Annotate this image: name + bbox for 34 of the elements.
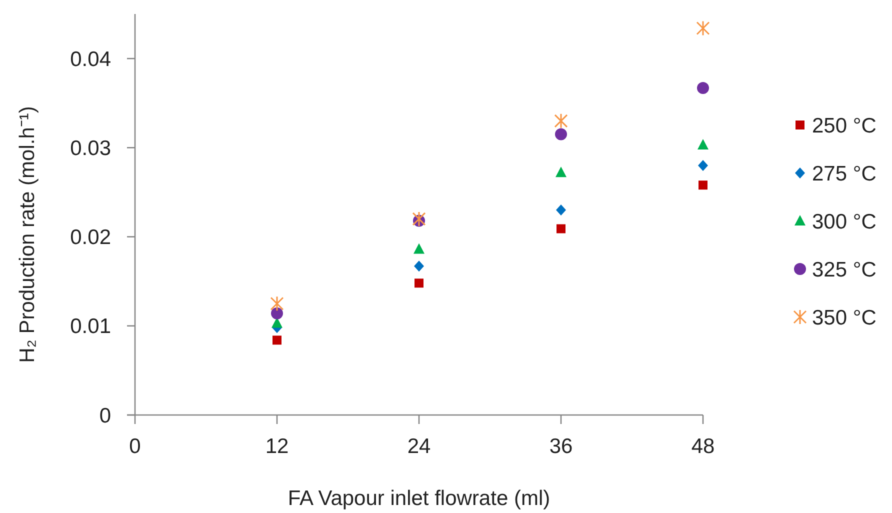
- point: [414, 243, 424, 254]
- point: [698, 138, 708, 150]
- y-tick-label: 0.02: [70, 226, 111, 250]
- y-tick-label: 0.03: [70, 137, 111, 160]
- point: [556, 224, 566, 234]
- x-tick-label: 12: [265, 435, 289, 458]
- y-tick-label: 0: [99, 404, 111, 428]
- point: [414, 260, 424, 272]
- point: [556, 166, 566, 178]
- legend-label: 300 °C: [812, 210, 876, 234]
- legend-label: 325 °C: [812, 258, 876, 282]
- y-axis-title: H₂ Production rate (mol.h⁻¹): [16, 106, 39, 363]
- point: [697, 82, 709, 94]
- point: [272, 336, 282, 345]
- x-tick-label: 0: [129, 435, 141, 458]
- y-tick-label: 0.04: [70, 48, 112, 71]
- legend-label: 350 °C: [812, 306, 876, 330]
- point: [414, 278, 424, 288]
- x-tick-label: 24: [407, 435, 431, 458]
- point: [698, 180, 708, 190]
- point: [270, 296, 284, 312]
- legend-label: 250 °C: [812, 114, 876, 138]
- y-tick-label: 0.01: [70, 315, 111, 338]
- legend-label: 275 °C: [812, 162, 876, 186]
- point: [555, 128, 567, 140]
- x-axis-title: FA Vapour inlet flowrate (ml): [288, 487, 550, 510]
- point: [698, 160, 708, 171]
- point: [412, 211, 426, 227]
- point: [696, 20, 710, 36]
- point: [554, 113, 568, 129]
- point: [271, 307, 283, 320]
- x-tick-label: 48: [691, 435, 715, 458]
- point: [556, 204, 566, 216]
- x-tick-label: 36: [549, 435, 573, 458]
